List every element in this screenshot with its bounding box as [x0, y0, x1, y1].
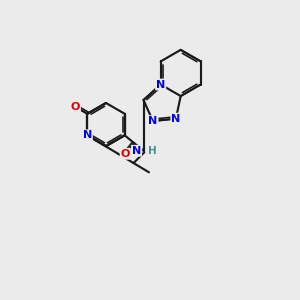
Text: N: N [83, 130, 92, 140]
Text: H: H [148, 146, 157, 156]
Text: O: O [121, 149, 130, 159]
Text: N: N [171, 114, 181, 124]
Text: N: N [156, 80, 165, 89]
Text: N: N [132, 146, 141, 156]
Text: O: O [70, 102, 80, 112]
Text: N: N [148, 116, 158, 126]
